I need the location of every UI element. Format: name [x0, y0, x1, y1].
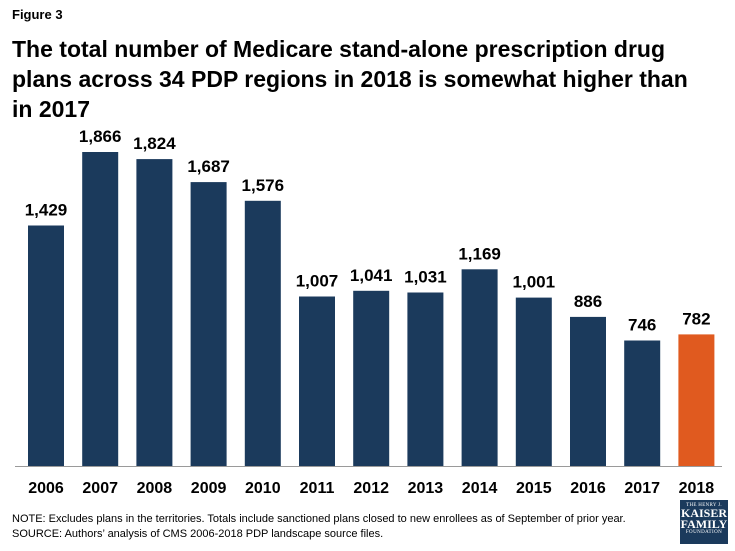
data-label-2010: 1,576: [242, 176, 285, 195]
bar-2013: [407, 292, 444, 466]
bar-2015: [515, 297, 552, 466]
x-tick-label-2013: 2013: [408, 480, 444, 497]
data-label-2008: 1,824: [133, 134, 176, 153]
data-label-2014: 1,169: [458, 244, 501, 263]
bar-2014: [461, 269, 498, 466]
data-label-2015: 1,001: [513, 273, 556, 292]
footer: NOTE: Excludes plans in the territories.…: [12, 512, 626, 542]
footer-source: SOURCE: Authors’ analysis of CMS 2006-20…: [12, 528, 384, 540]
bar-2012: [353, 290, 390, 466]
x-tick-label-2007: 2007: [82, 480, 118, 497]
data-label-2018: 782: [682, 309, 710, 328]
chart-title: The total number of Medicare stand-alone…: [12, 36, 688, 122]
x-tick-label-2006: 2006: [28, 480, 64, 497]
bar-2006: [28, 225, 64, 466]
bar-2007: [82, 152, 119, 466]
data-label-2009: 1,687: [187, 157, 230, 176]
bar-2010: [244, 200, 281, 467]
footer-note: NOTE: Excludes plans in the territories.…: [12, 513, 626, 525]
x-tick-label-2015: 2015: [516, 480, 552, 497]
x-tick-label-2012: 2012: [353, 480, 389, 497]
data-label-2006: 1,429: [25, 201, 68, 220]
bar-2018: [678, 334, 715, 466]
data-label-2017: 746: [628, 316, 656, 335]
logo-line-4: FOUNDATION: [685, 530, 723, 535]
data-label-2012: 1,041: [350, 266, 393, 285]
kff-logo: THE HENRY J. KAISER FAMILY FOUNDATION: [680, 500, 728, 544]
data-label-2007: 1,866: [79, 127, 122, 146]
bar-2016: [570, 316, 606, 466]
x-tick-label-2014: 2014: [462, 480, 498, 497]
x-tick-label-2009: 2009: [191, 480, 227, 497]
x-tick-label-2010: 2010: [245, 480, 281, 497]
bars-layer: 1,429 2006 1,866 2007 1,824 2008 1,687 2009 1,57…: [25, 127, 715, 497]
bar-2017: [624, 340, 661, 466]
figure-label: Figure 3: [12, 7, 63, 22]
bar-2008: [136, 159, 173, 466]
logo-line-2: KAISER: [680, 506, 727, 520]
x-tick-label-2011: 2011: [300, 480, 335, 497]
bar-2009: [190, 182, 227, 466]
data-label-2016: 886: [574, 292, 602, 311]
x-tick-label-2016: 2016: [570, 480, 606, 497]
data-label-2011: 1,007: [296, 272, 339, 291]
logo-line-1: THE HENRY J.: [686, 503, 722, 508]
bar-chart: 1,429 2006 1,866 2007 1,824 2008 1,687 2009 1,57…: [15, 127, 722, 497]
data-label-2013: 1,031: [404, 268, 447, 287]
x-tick-label-2018: 2018: [679, 480, 715, 497]
x-tick-label-2017: 2017: [624, 480, 660, 497]
x-tick-label-2008: 2008: [137, 480, 173, 497]
logo-line-3: FAMILY: [680, 517, 728, 531]
bar-2011: [299, 296, 335, 466]
